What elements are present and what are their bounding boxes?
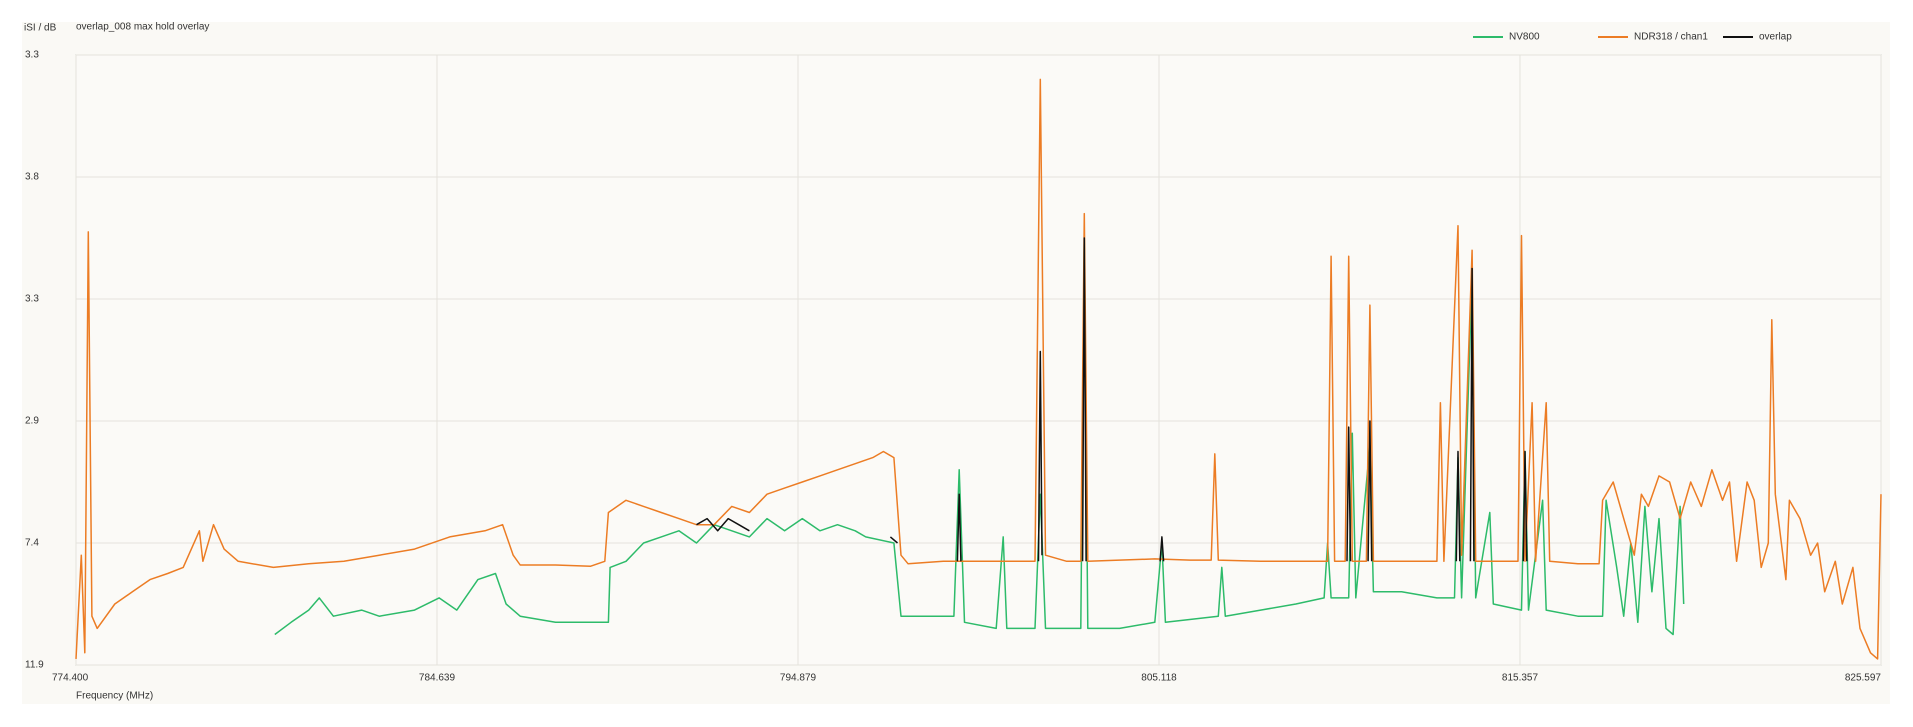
plot-area xyxy=(75,54,1882,666)
x-tick-label: 805.118 xyxy=(1141,673,1177,684)
y-tick-label: 3.8 xyxy=(25,172,39,183)
x-tick-label: 774.400 xyxy=(52,673,89,684)
x-tick-label: 825.597 xyxy=(1845,673,1882,684)
series-line xyxy=(696,237,1528,562)
y-tick-label: 2.9 xyxy=(25,416,39,427)
y-axis-label: iSI / dB xyxy=(24,23,57,34)
legend-label: NDR318 / chan1 xyxy=(1634,32,1708,43)
chart-title: overlap_008 max hold overlay xyxy=(76,22,209,33)
x-tick-label: 784.639 xyxy=(419,673,456,684)
y-tick-label: 11.9 xyxy=(25,660,44,671)
series-line xyxy=(75,78,1882,660)
y-tick-label: 3.3 xyxy=(25,50,39,61)
y-tick-label: 3.3 xyxy=(25,294,39,305)
legend-label: NV800 xyxy=(1509,32,1540,43)
y-tick-label: 7.4 xyxy=(25,538,39,549)
x-tick-label: 815.357 xyxy=(1502,673,1539,684)
legend-label: overlap xyxy=(1759,32,1792,43)
x-tick-label: 794.879 xyxy=(780,673,817,684)
x-axis-label: Frequency (MHz) xyxy=(76,691,153,702)
